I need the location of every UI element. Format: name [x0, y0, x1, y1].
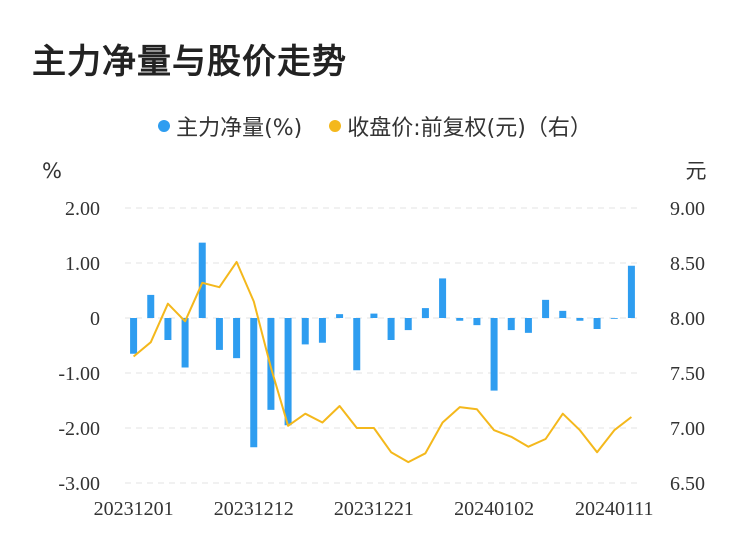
y-right-tick-label: 7.50 — [670, 363, 705, 385]
bar-main-net — [164, 318, 172, 340]
line-close-price — [132, 260, 633, 464]
bar-main-net — [336, 314, 344, 318]
x-tick-label: 20240111 — [575, 498, 654, 520]
y-left-tick-label: -3.00 — [58, 473, 100, 495]
y-left-unit: % — [42, 159, 62, 183]
legend-dot-main-net — [158, 120, 171, 132]
legend-dot-close-price — [329, 120, 342, 132]
chart-title: 主力净量与股价走势 — [32, 42, 347, 82]
bar-main-net — [301, 318, 309, 345]
x-tick-label: 20231221 — [334, 498, 414, 520]
y-left-tick-label: -1.00 — [58, 363, 100, 385]
bar-main-net — [284, 318, 292, 426]
y-left-tick-label: -2.00 — [58, 418, 100, 440]
bar-main-net — [250, 318, 258, 448]
bar-main-net — [627, 265, 635, 318]
bar-main-net — [198, 242, 206, 318]
legend-item-close-price[interactable]: 收盘价:前复权(元)（右） — [329, 110, 592, 142]
bar-main-net — [233, 318, 241, 359]
bar-main-net — [353, 318, 361, 371]
bar-main-net — [490, 318, 498, 391]
y-right-tick-label: 8.50 — [670, 253, 705, 275]
bar-main-net — [421, 308, 429, 318]
bar-main-net — [147, 294, 155, 318]
legend-item-main-net[interactable]: 主力净量(%) — [158, 110, 302, 142]
bar-main-net — [507, 318, 515, 331]
legend-label-main-net: 主力净量(%) — [176, 116, 303, 141]
bar-main-net — [542, 299, 550, 318]
bar-main-net — [130, 318, 138, 354]
bar-main-net — [370, 313, 378, 318]
x-tick-label: 20231212 — [214, 498, 294, 520]
x-tick-label: 20231201 — [94, 498, 174, 520]
y-right-tick-label: 6.50 — [670, 473, 705, 495]
bar-main-net — [404, 318, 412, 331]
y-left-tick-label: 2.00 — [65, 198, 100, 220]
y-right-tick-label: 8.00 — [670, 308, 705, 330]
bar-main-net — [524, 318, 532, 333]
y-right-unit: 元 — [686, 159, 707, 183]
bar-main-net — [473, 318, 481, 326]
legend-label-close-price: 收盘价:前复权(元)（右） — [347, 116, 592, 141]
chart-legend: 主力净量(%) 收盘价:前复权(元)（右） — [0, 110, 750, 142]
bar-main-net — [181, 318, 189, 368]
y-left-tick-label: 0 — [90, 308, 100, 330]
bar-main-net — [318, 318, 326, 343]
bar-main-net — [215, 318, 223, 350]
bar-main-net — [593, 318, 601, 329]
bar-main-net — [559, 310, 567, 318]
y-right-tick-label: 9.00 — [670, 198, 705, 220]
bar-main-net — [576, 318, 584, 321]
y-left-tick-label: 1.00 — [65, 253, 100, 275]
bar-main-net — [439, 278, 447, 318]
x-tick-label: 20240102 — [454, 498, 534, 520]
bar-main-net — [387, 318, 395, 340]
bar-main-net — [610, 318, 618, 319]
bar-main-net — [456, 318, 464, 321]
y-right-tick-label: 7.00 — [670, 418, 705, 440]
